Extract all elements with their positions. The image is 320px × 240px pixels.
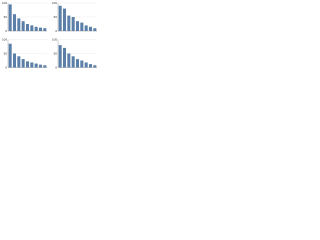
y-tick-label: 100 <box>52 37 57 41</box>
bar <box>62 8 67 32</box>
y-tick-label: 0 <box>5 65 7 69</box>
bar <box>17 56 21 68</box>
bar <box>84 62 88 68</box>
bar <box>43 65 47 68</box>
y-tick-label: 0 <box>5 29 7 33</box>
bar <box>80 60 84 68</box>
chart-grid: 0 50 100 0 50 100 0 50 100 0 50 100 <box>2 1 97 69</box>
y-tick-label: 0 <box>55 65 57 69</box>
bar <box>62 47 67 68</box>
bar <box>38 27 43 31</box>
bar <box>80 22 84 31</box>
bar <box>67 15 71 31</box>
y-tick-label: 50 <box>54 15 58 19</box>
bar <box>21 21 25 31</box>
bar <box>12 53 17 68</box>
y-tick-label: 100 <box>2 37 7 41</box>
y-tick-label: 50 <box>4 51 8 55</box>
bar <box>25 61 30 68</box>
bar <box>17 18 21 31</box>
y-tick-label: 100 <box>52 1 57 5</box>
bar <box>71 56 75 68</box>
bar <box>30 62 34 68</box>
y-tick-label: 50 <box>4 15 8 19</box>
bar <box>25 24 30 31</box>
bar <box>58 5 62 32</box>
bar <box>30 25 34 31</box>
bar <box>21 59 25 68</box>
bar <box>75 59 80 68</box>
y-tick-label: 100 <box>2 1 7 5</box>
bar <box>71 17 75 31</box>
bar <box>93 28 97 31</box>
bar <box>34 26 38 31</box>
bar <box>43 28 47 31</box>
y-tick-label: 0 <box>55 29 57 33</box>
bar <box>34 63 38 68</box>
bar <box>8 4 12 32</box>
bar <box>67 53 71 68</box>
bar <box>75 21 80 31</box>
y-tick-label: 50 <box>54 51 58 55</box>
bar <box>88 64 93 68</box>
bar <box>88 26 93 31</box>
bar <box>38 64 43 68</box>
bar <box>8 43 12 68</box>
bar <box>84 25 88 31</box>
bar <box>12 14 17 31</box>
bar <box>58 45 62 68</box>
bar <box>93 65 97 68</box>
